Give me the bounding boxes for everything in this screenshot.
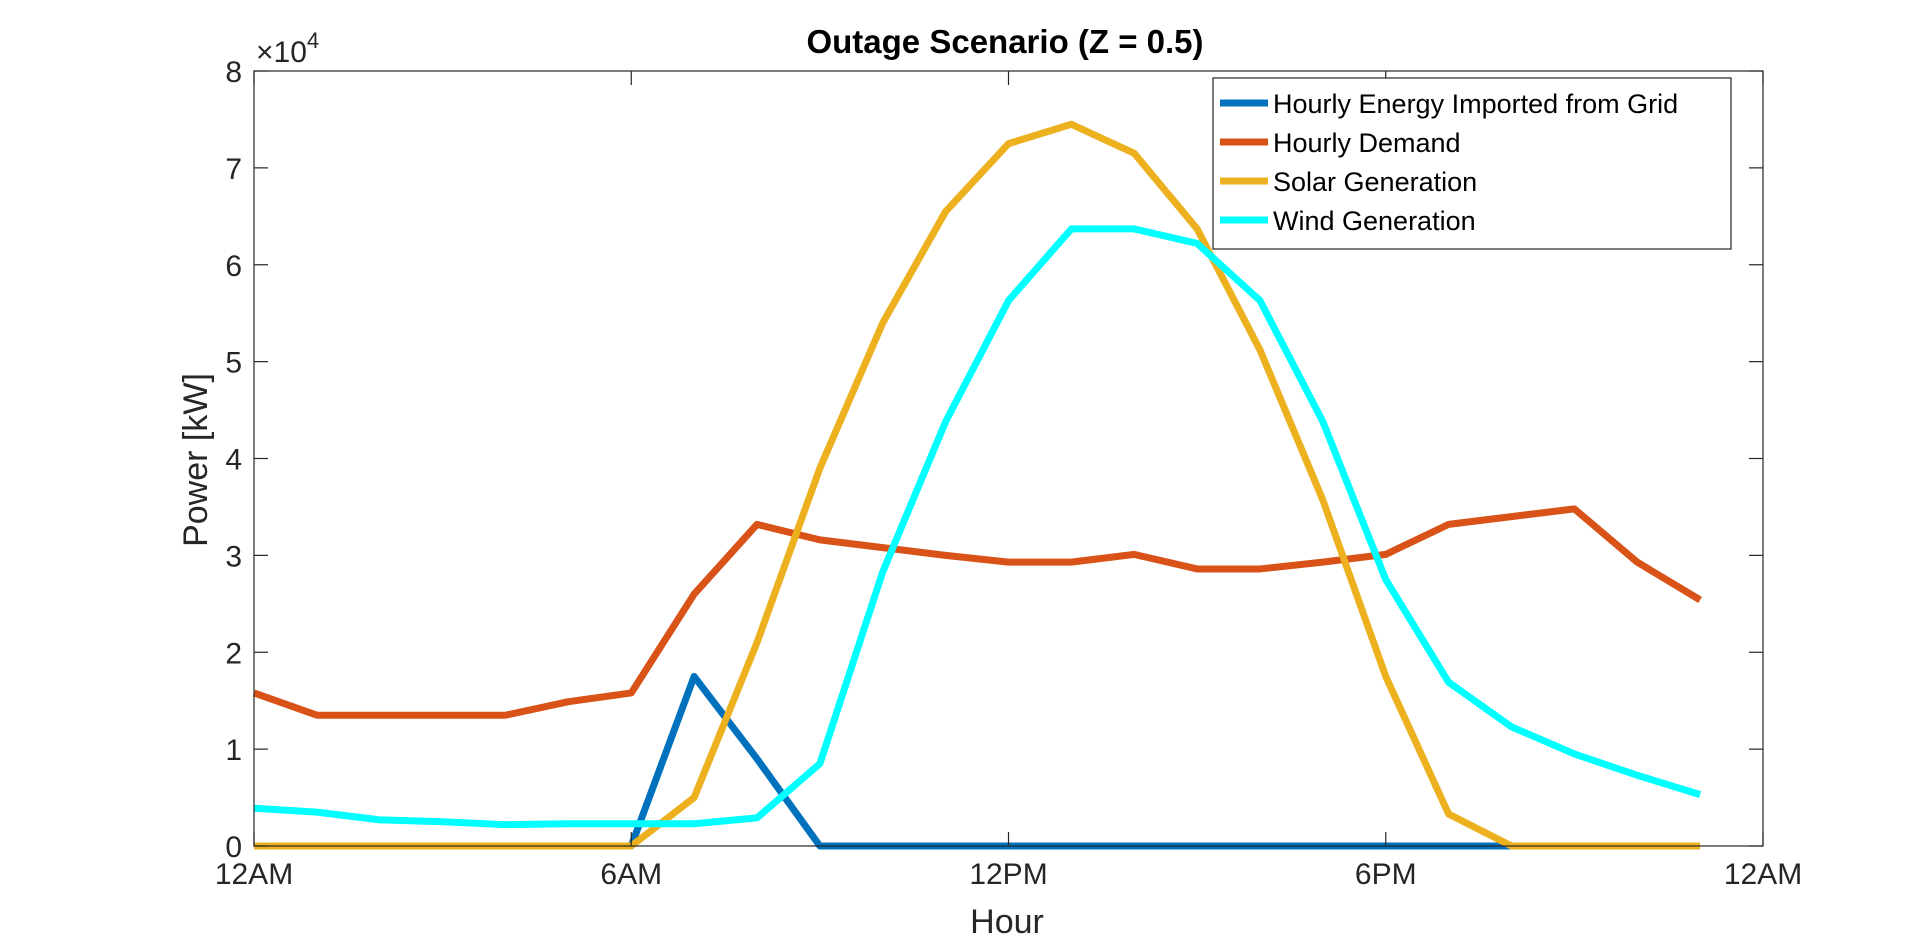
- y-tick-label: 7: [225, 153, 242, 186]
- x-tick-label: 12AM: [1724, 858, 1802, 891]
- y-tick-label: 3: [225, 540, 242, 573]
- y-tick-label: 6: [225, 250, 242, 283]
- chart-title: Outage Scenario (Z = 0.5): [806, 23, 1203, 60]
- series-line-4: [253, 225, 1702, 829]
- series-line-2: [252, 505, 1702, 719]
- y-axis-title: Power [kW]: [177, 373, 215, 547]
- legend-label: Hourly Demand: [1273, 128, 1461, 158]
- legend-label: Solar Generation: [1273, 167, 1477, 197]
- x-tick-label: 6PM: [1355, 858, 1417, 891]
- x-tick-label: 6AM: [600, 858, 662, 891]
- legend-box: [1212, 77, 1732, 250]
- legend-label: Hourly Energy Imported from Grid: [1273, 89, 1678, 119]
- y-axis-exponent-label: ×104: [256, 28, 319, 69]
- legend: Hourly Energy Imported from Grid Hourly D…: [1212, 77, 1732, 250]
- y-tick-label: 8: [225, 56, 242, 89]
- x-tick-label: 12AM: [215, 858, 293, 891]
- x-tick-label: 12PM: [969, 858, 1047, 891]
- y-tick-label: 1: [225, 734, 242, 767]
- y-tick-label: 2: [225, 637, 242, 670]
- y-exponent-power: 4: [307, 28, 319, 53]
- y-tick-label: 4: [225, 444, 242, 477]
- legend-label: Wind Generation: [1273, 206, 1476, 236]
- x-axis-title: Hour: [970, 903, 1044, 936]
- y-tick-label: 5: [225, 347, 242, 380]
- y-tick-label: 0: [225, 831, 242, 864]
- y-exponent-prefix: ×10: [256, 36, 307, 69]
